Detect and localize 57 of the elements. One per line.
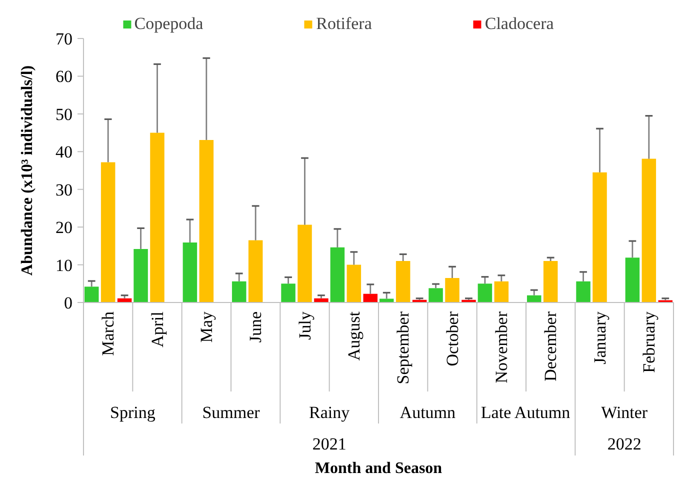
x-tick-label: May xyxy=(196,311,216,343)
bar xyxy=(248,240,263,302)
bar xyxy=(478,284,492,302)
bar xyxy=(330,247,345,302)
bar xyxy=(298,224,312,302)
y-tick-label: 20 xyxy=(56,218,72,238)
bar xyxy=(428,288,443,302)
x-axis-title: Month and Season xyxy=(314,460,442,477)
x-tick-label: February xyxy=(639,311,658,373)
bar xyxy=(445,278,460,302)
bar xyxy=(642,158,656,302)
bar xyxy=(576,281,590,302)
bar xyxy=(84,286,99,302)
y-tick-label: 50 xyxy=(56,104,72,124)
x-tick-label: July xyxy=(295,311,314,340)
x-tick-label: April xyxy=(148,311,167,348)
x-tick-label: August xyxy=(344,311,364,361)
text: Late Autumn xyxy=(480,403,571,422)
y-tick-label: 70 xyxy=(56,30,72,48)
bar xyxy=(150,132,164,302)
bar xyxy=(396,261,410,302)
text: 2021 xyxy=(312,434,346,454)
bar xyxy=(363,294,378,302)
bar xyxy=(379,298,394,302)
text: Winter xyxy=(601,403,648,422)
legend-label: Copepoda xyxy=(134,14,204,34)
text: 2022 xyxy=(607,434,642,454)
text: Rainy xyxy=(309,403,350,422)
x-tick-label: November xyxy=(492,311,511,384)
y-tick-label: 60 xyxy=(56,67,72,86)
bar xyxy=(494,281,509,302)
x-tick-label: March xyxy=(98,311,118,356)
legend-label: Cladocera xyxy=(484,14,554,34)
text: Summer xyxy=(202,403,260,422)
legend-label: Rotifera xyxy=(316,14,372,34)
y-tick-label: 0 xyxy=(64,294,72,312)
bar xyxy=(625,258,640,302)
text: Autumn xyxy=(400,403,456,422)
y-tick-label: 30 xyxy=(56,180,72,200)
y-axis-title: Abundance (x10³ individuals/l) xyxy=(19,65,36,276)
bar xyxy=(134,248,148,302)
y-tick-label: 10 xyxy=(56,256,72,275)
x-tick-label: January xyxy=(590,311,610,364)
bar xyxy=(199,140,214,302)
x-tick-label: October xyxy=(442,311,462,366)
y-tick-label: 40 xyxy=(56,142,72,162)
bar xyxy=(100,162,116,302)
bar xyxy=(592,172,607,302)
x-tick-label: June xyxy=(246,311,266,343)
text: Spring xyxy=(110,403,156,422)
bar xyxy=(232,281,246,302)
bar xyxy=(346,264,362,302)
x-tick-label: December xyxy=(541,311,560,382)
bar xyxy=(543,261,558,302)
bar xyxy=(281,284,296,302)
x-tick-label: September xyxy=(394,311,413,384)
bar xyxy=(182,242,198,302)
